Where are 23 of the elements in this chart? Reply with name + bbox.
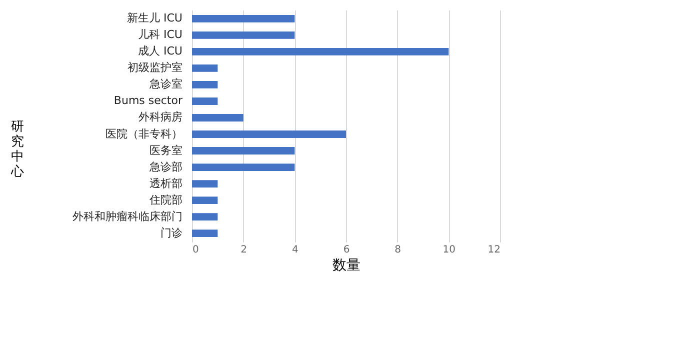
- y-tick-label: 急诊室: [148, 78, 182, 91]
- y-tick-label: 外科病房: [138, 110, 182, 124]
- y-tick-label: 新生儿 ICU: [127, 12, 182, 25]
- y-tick-label: 医务室: [150, 144, 182, 157]
- x-tick-label: 8: [394, 244, 402, 256]
- x-tick-label: 10: [442, 244, 456, 256]
- x-axis-title: 数量: [332, 258, 360, 274]
- x-tick-label: 4: [292, 244, 298, 256]
- y-tick-label: 住院部: [150, 193, 182, 206]
- y-tick-label: 初级监护室: [128, 61, 182, 74]
- y-tick-label: 外科和肿瘤科临床部门: [72, 210, 182, 223]
- y-tick-label: 透析部: [150, 176, 182, 190]
- x-tick-label: 2: [240, 244, 248, 256]
- y-tick-label: 门诊: [160, 226, 182, 240]
- y-tick-label: Bums sector: [114, 94, 183, 108]
- y-tick-label: 医院（非专科）: [106, 127, 182, 140]
- y-axis-title: 研究中心: [10, 120, 24, 180]
- y-tick-label: 急诊部: [148, 160, 182, 174]
- y-tick-label: 成人 ICU: [138, 44, 182, 58]
- x-tick-label: 12: [488, 244, 500, 256]
- y-tick-label: 儿科 ICU: [138, 28, 182, 42]
- x-tick-label: 0: [192, 244, 199, 256]
- x-tick-label: 6: [343, 244, 350, 256]
